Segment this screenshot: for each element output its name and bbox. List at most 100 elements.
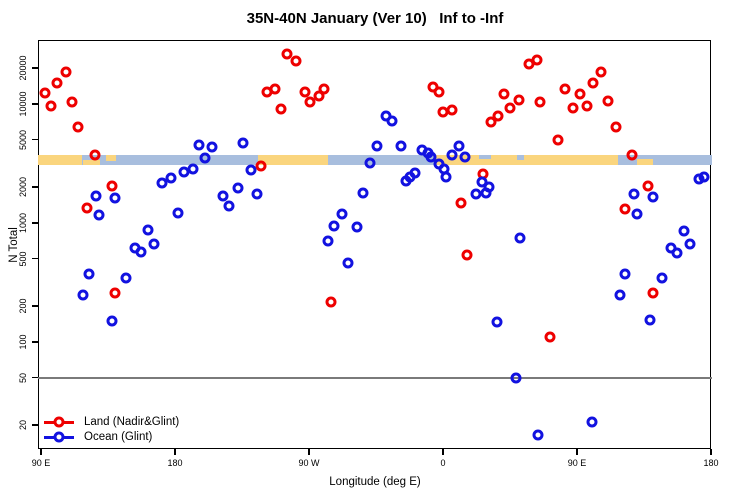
data-point-land: [299, 86, 311, 98]
y-axis-title: N Total: [8, 227, 20, 263]
data-point-land: [559, 83, 571, 95]
data-point-ocean: [336, 208, 348, 220]
x-tick: [442, 449, 444, 455]
data-point-land: [581, 100, 593, 112]
data-point-ocean: [480, 187, 492, 199]
y-tick: [32, 186, 38, 188]
y-tick-label: 5000: [18, 129, 28, 150]
data-point-land: [574, 88, 586, 100]
y-tick-label: 100: [18, 334, 28, 350]
y-tick: [32, 377, 38, 379]
data-point-ocean: [245, 164, 257, 176]
data-point-ocean: [193, 139, 205, 151]
data-point-ocean: [83, 268, 95, 280]
x-tick: [308, 449, 310, 455]
data-point-land: [446, 104, 458, 116]
data-point-land: [610, 121, 622, 133]
legend-item: Ocean (Glint): [44, 430, 179, 444]
x-tick: [710, 449, 712, 455]
y-tick: [32, 103, 38, 105]
legend-marker-icon: [44, 431, 74, 443]
data-point-ocean: [217, 190, 229, 202]
data-point-land: [60, 66, 72, 78]
data-point-ocean: [656, 272, 668, 284]
data-point-land: [255, 160, 267, 172]
data-point-ocean: [206, 141, 218, 153]
data-point-ocean: [510, 372, 522, 384]
x-tick: [576, 449, 578, 455]
data-point-ocean: [614, 289, 626, 301]
data-point-ocean: [671, 247, 683, 259]
data-point-ocean: [351, 221, 363, 233]
data-point-ocean: [371, 140, 383, 152]
map-strip-patch-land: [82, 159, 100, 166]
data-point-ocean: [142, 224, 154, 236]
y-tick-label: 1000: [18, 212, 28, 233]
data-point-land: [642, 180, 654, 192]
data-point-land: [602, 95, 614, 107]
data-point-land: [534, 96, 546, 108]
data-point-ocean: [698, 171, 710, 183]
data-point-ocean: [684, 238, 696, 250]
data-point-land: [647, 287, 659, 299]
data-point-land: [66, 96, 78, 108]
data-point-land: [552, 134, 564, 146]
x-tick-label: 180: [703, 458, 719, 468]
y-tick-label: 2000: [18, 177, 28, 198]
x-tick: [40, 449, 42, 455]
data-point-ocean: [237, 137, 249, 149]
data-point-land: [89, 149, 101, 161]
y-tick-label: 200: [18, 298, 28, 314]
legend-marker-icon: [44, 416, 74, 428]
data-point-ocean: [328, 220, 340, 232]
data-point-ocean: [148, 238, 160, 250]
map-strip-ocean: [617, 155, 712, 166]
data-point-ocean: [665, 242, 677, 254]
y-tick: [32, 424, 38, 426]
data-point-ocean: [120, 272, 132, 284]
data-point-ocean: [322, 235, 334, 247]
data-point-land: [567, 102, 579, 114]
map-strip-ocean: [328, 155, 435, 166]
x-tick-label: 0: [440, 458, 446, 468]
data-point-ocean: [647, 191, 659, 203]
data-point-land: [290, 55, 302, 67]
x-tick-label: 90 W: [298, 458, 320, 468]
data-point-ocean: [459, 151, 471, 163]
map-strip-patch-land: [636, 159, 653, 166]
map-strip-land: [434, 155, 618, 166]
data-point-land: [281, 48, 293, 60]
data-point-ocean: [156, 177, 168, 189]
x-axis-title: Longitude (deg E): [329, 476, 421, 488]
data-point-land: [45, 100, 57, 112]
data-point-ocean: [586, 416, 598, 428]
data-point-land: [72, 121, 84, 133]
data-point-ocean: [90, 190, 102, 202]
y-tick: [32, 258, 38, 260]
data-point-land: [595, 66, 607, 78]
data-point-ocean: [342, 257, 354, 269]
y-tick-label: 20: [18, 420, 28, 431]
map-strip-land: [258, 155, 329, 166]
data-point-land: [325, 296, 337, 308]
data-point-ocean: [400, 175, 412, 187]
data-point-ocean: [199, 152, 211, 164]
data-point-ocean: [165, 172, 177, 184]
map-strip-patch-land: [106, 155, 117, 162]
data-point-ocean: [644, 314, 656, 326]
data-point-ocean: [172, 207, 184, 219]
data-point-ocean: [93, 209, 105, 221]
legend: Land (Nadir&Glint) Ocean (Glint): [44, 415, 179, 445]
legend-item: Land (Nadir&Glint): [44, 415, 179, 429]
data-point-ocean: [106, 315, 118, 327]
data-point-land: [513, 94, 525, 106]
x-tick: [174, 449, 176, 455]
data-point-land: [626, 149, 638, 161]
y-tick-label: 50: [18, 372, 28, 383]
data-point-ocean: [251, 188, 263, 200]
data-point-land: [81, 202, 93, 214]
data-point-land: [619, 203, 631, 215]
data-point-land: [106, 180, 118, 192]
data-point-land: [587, 77, 599, 89]
